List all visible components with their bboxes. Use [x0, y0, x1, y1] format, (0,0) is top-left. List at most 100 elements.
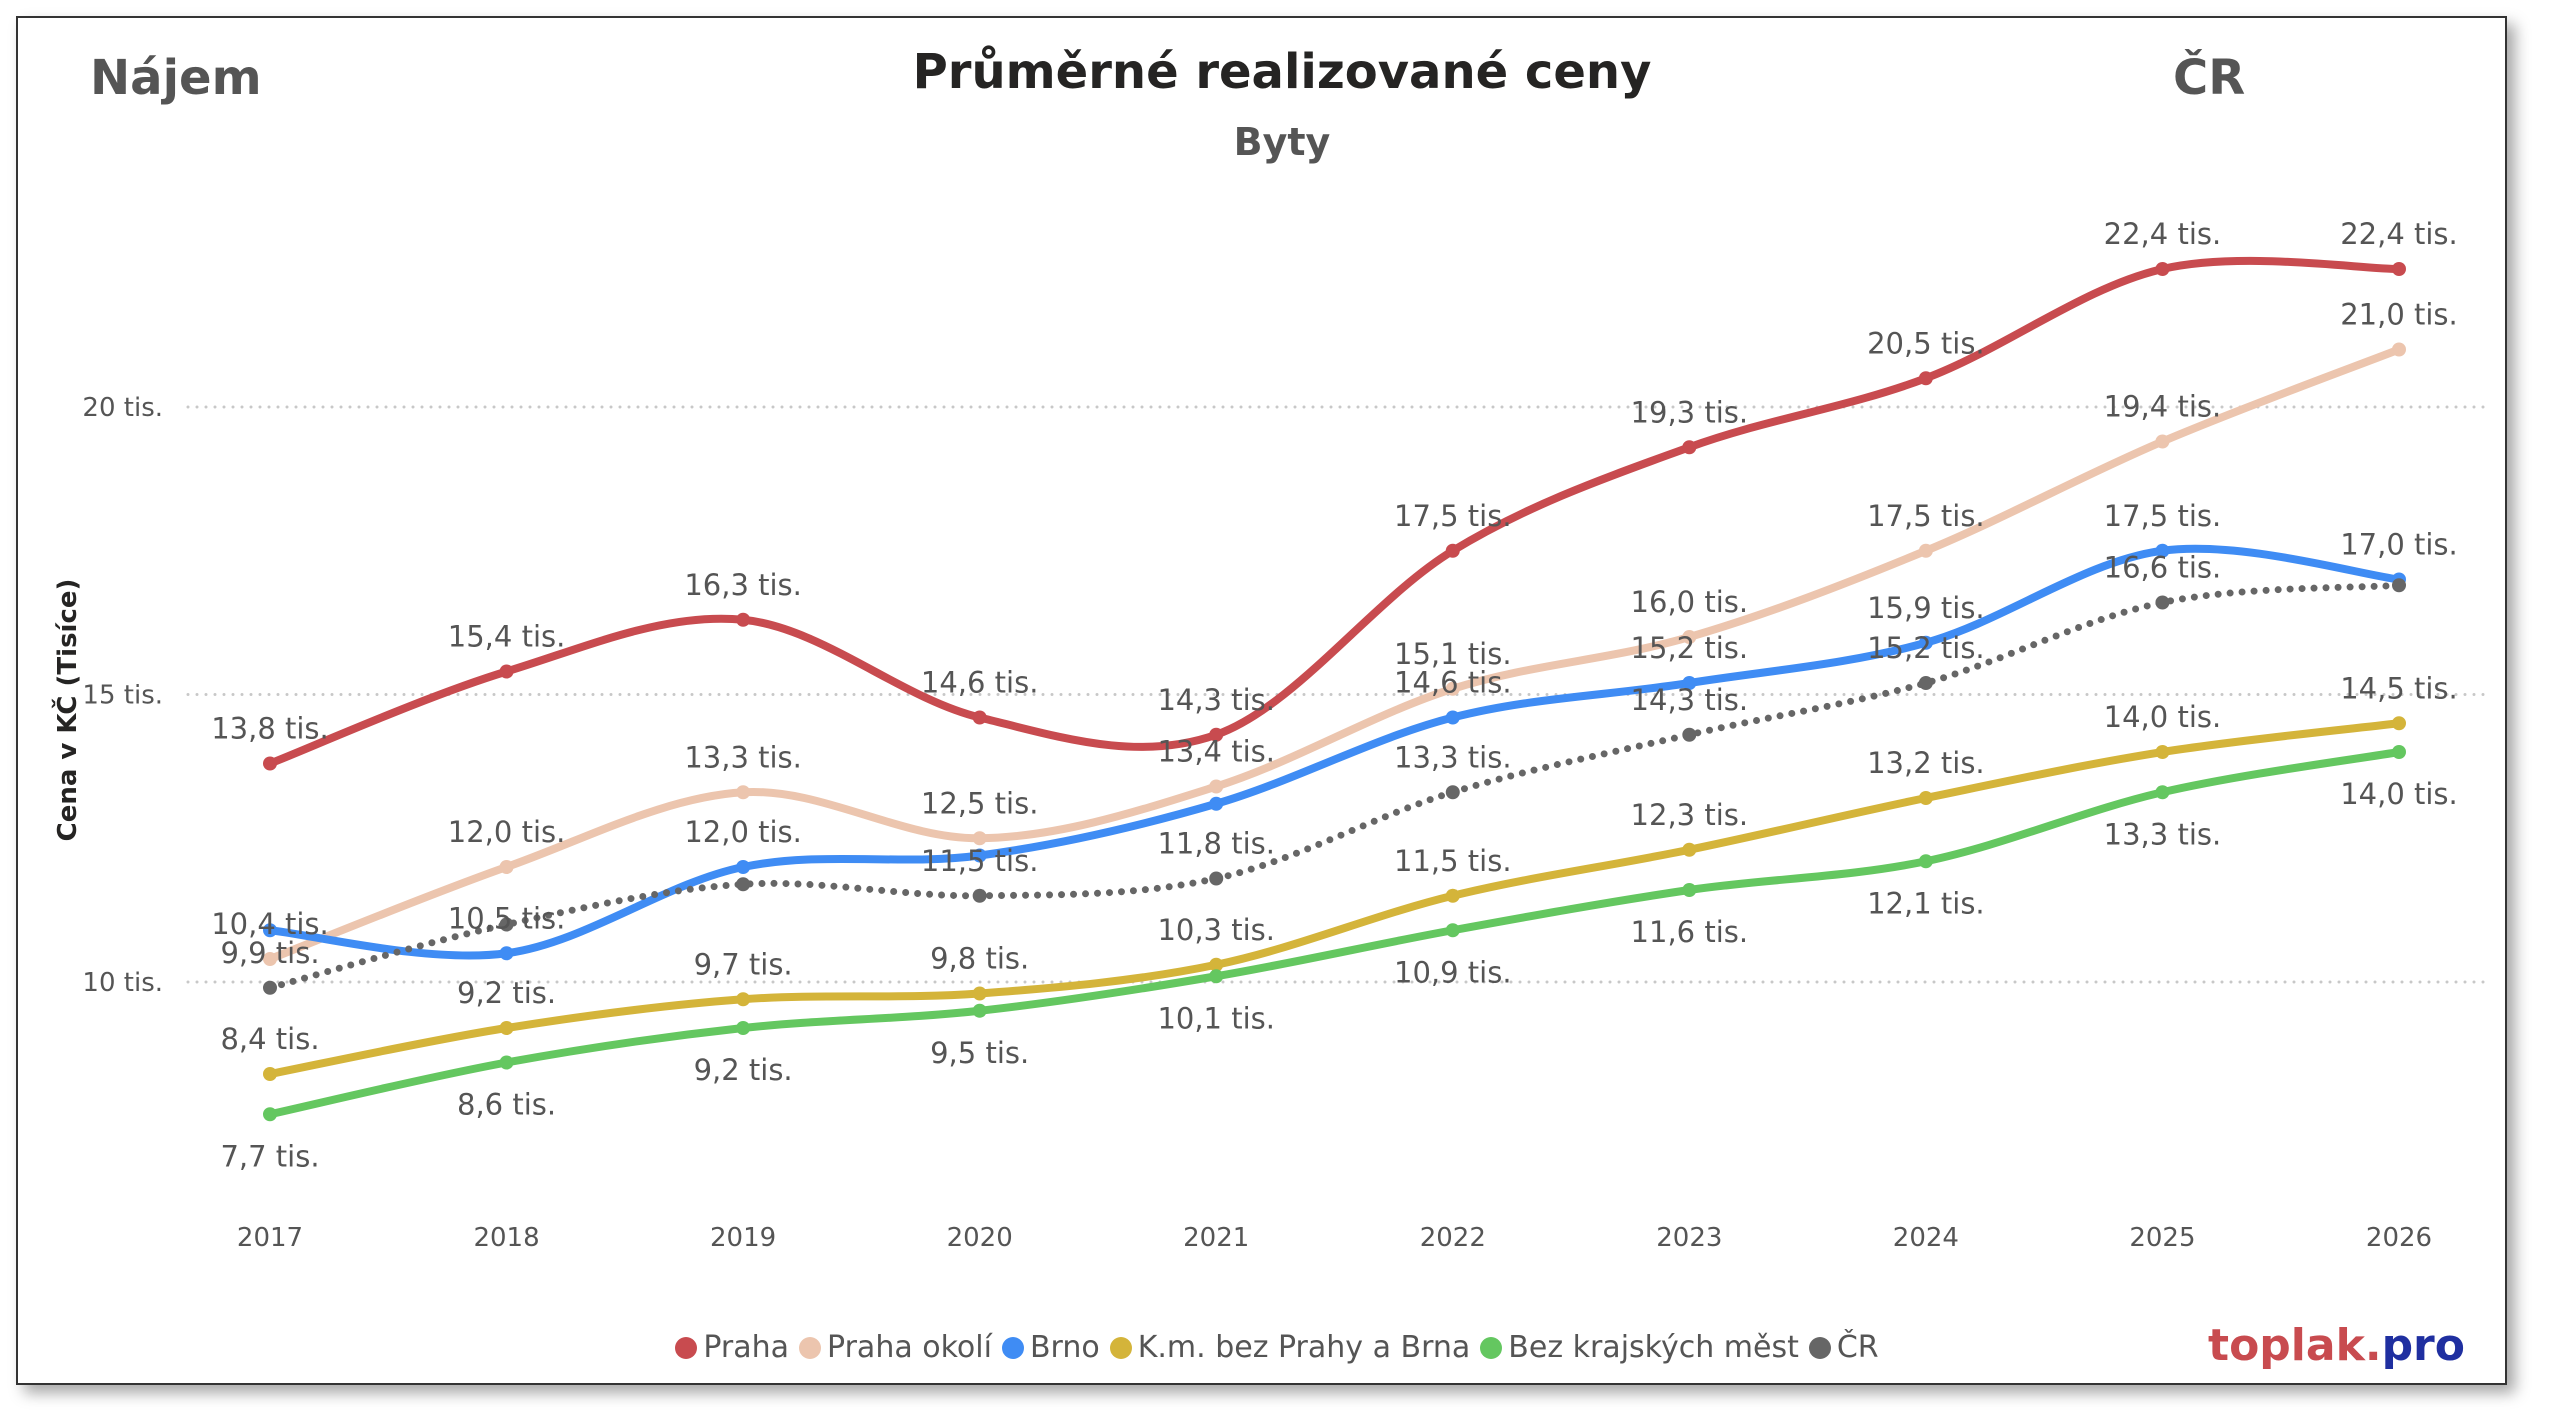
data-label: 13,2 tis.	[1867, 746, 1985, 780]
data-point	[263, 1067, 277, 1081]
data-point	[972, 710, 987, 725]
data-point	[1918, 543, 1933, 558]
data-point	[1209, 957, 1224, 972]
y-tick-label: 20 tis.	[82, 393, 163, 423]
chart-title: Průměrné realizované ceny	[912, 44, 1652, 100]
data-point	[736, 992, 751, 1007]
data-label: 14,0 tis.	[2340, 777, 2458, 811]
data-label: 10,4 tis.	[211, 907, 329, 941]
data-point	[499, 664, 514, 679]
data-label: 17,5 tis.	[1867, 499, 1985, 533]
data-label: 9,8 tis.	[930, 942, 1029, 976]
x-tick-label: 2023	[1656, 1223, 1722, 1253]
data-label: 16,6 tis.	[2104, 551, 2222, 585]
legend-item[interactable]: Brno	[1001, 1330, 1100, 1365]
data-point	[2392, 262, 2406, 276]
x-tick-label: 2026	[2366, 1223, 2432, 1253]
data-label: 12,5 tis.	[921, 786, 1039, 820]
x-tick-label: 2017	[237, 1223, 303, 1253]
legend-item[interactable]: ČR	[1808, 1330, 1879, 1365]
data-label: 11,8 tis.	[1157, 827, 1275, 861]
x-tick-label: 2018	[473, 1223, 539, 1253]
data-label: 14,6 tis.	[921, 666, 1039, 700]
data-label: 14,3 tis.	[1157, 683, 1275, 717]
data-point	[2155, 543, 2170, 558]
data-label: 12,1 tis.	[1867, 886, 1985, 920]
data-point	[736, 785, 751, 800]
data-point	[1445, 923, 1460, 938]
data-label: 15,2 tis.	[1631, 631, 1749, 665]
data-label: 10,3 tis.	[1157, 913, 1275, 947]
data-point	[736, 877, 751, 892]
data-point	[263, 923, 277, 938]
data-label: 15,1 tis.	[1394, 637, 1512, 671]
data-label: 15,9 tis.	[1867, 591, 1985, 625]
x-tick-label: 2024	[1893, 1223, 1959, 1253]
data-point	[2392, 716, 2406, 731]
data-label: 10,9 tis.	[1394, 955, 1512, 989]
data-point	[499, 1021, 514, 1035]
data-point	[1445, 888, 1460, 903]
data-point	[1682, 676, 1697, 690]
data-label: 13,3 tis.	[2104, 817, 2222, 851]
data-point	[1209, 969, 1224, 984]
data-point	[1445, 785, 1460, 800]
data-point	[1682, 842, 1697, 857]
data-point	[972, 888, 987, 903]
logo: toplak.pro	[2208, 1320, 2465, 1371]
series-line-k-m-bez-prahy-a-brna	[266, 719, 2403, 1078]
data-label: 22,4 tis.	[2340, 217, 2458, 251]
x-tick-label: 2020	[947, 1223, 1013, 1253]
legend-label: ČR	[1836, 1330, 1879, 1365]
data-point	[972, 986, 987, 1001]
data-point	[499, 1055, 514, 1070]
legend-marker-icon	[799, 1336, 822, 1359]
data-point	[2392, 342, 2406, 357]
data-point	[2155, 434, 2170, 449]
data-point	[2155, 595, 2170, 610]
x-tick-label: 2021	[1183, 1223, 1249, 1253]
series-line-praha-okol-	[266, 345, 2403, 963]
data-point	[263, 1107, 277, 1122]
data-point	[1682, 883, 1697, 897]
data-label: 8,6 tis.	[457, 1088, 556, 1122]
data-point	[972, 848, 987, 863]
data-point	[1445, 681, 1460, 696]
data-point	[1682, 440, 1697, 455]
data-label: 21,0 tis.	[2340, 298, 2458, 332]
data-point	[263, 980, 277, 995]
data-point	[499, 917, 514, 932]
data-label: 12,0 tis.	[448, 815, 566, 849]
data-point	[1918, 676, 1933, 690]
legend-item[interactable]: Praha okolí	[799, 1330, 992, 1365]
series-line-bez-krajsk-ch-m-st	[266, 748, 2403, 1119]
legend-label: Bez krajských měst	[1508, 1330, 1799, 1365]
data-point	[1918, 791, 1933, 805]
legend-item[interactable]: K.m. bez Prahy a Brna	[1109, 1330, 1470, 1365]
data-label: 15,4 tis.	[448, 620, 566, 654]
data-label: 9,9 tis.	[220, 936, 319, 970]
data-point	[1209, 871, 1224, 886]
data-label: 16,0 tis.	[1631, 585, 1749, 619]
legend-item[interactable]: Praha	[675, 1330, 789, 1365]
data-label: 7,7 tis.	[220, 1139, 319, 1173]
legend-item[interactable]: Bez krajských měst	[1480, 1330, 1799, 1365]
data-label: 14,0 tis.	[2104, 700, 2222, 734]
region-title: ČR	[2173, 50, 2246, 106]
chart-subtitle: Byty	[1233, 120, 1331, 164]
data-point	[972, 831, 987, 846]
data-label: 13,4 tis.	[1157, 735, 1275, 769]
data-label: 11,5 tis.	[921, 844, 1039, 878]
chart-frame: 10 tis. 15 tis. 20 tis. 2017 2018 2019 2020 202…	[16, 16, 2507, 1385]
legend-marker-icon	[675, 1336, 698, 1359]
data-label: 17,5 tis.	[2104, 499, 2222, 533]
data-label: 13,3 tis.	[1394, 740, 1512, 774]
data-label: 9,2 tis.	[457, 976, 556, 1010]
y-tick-label: 15 tis.	[82, 681, 163, 711]
data-point	[263, 952, 277, 966]
data-label: 12,0 tis.	[684, 815, 802, 849]
data-point	[2392, 745, 2406, 759]
data-point	[2392, 578, 2406, 593]
data-point	[972, 1003, 987, 1018]
series-line-brno	[266, 544, 2403, 960]
